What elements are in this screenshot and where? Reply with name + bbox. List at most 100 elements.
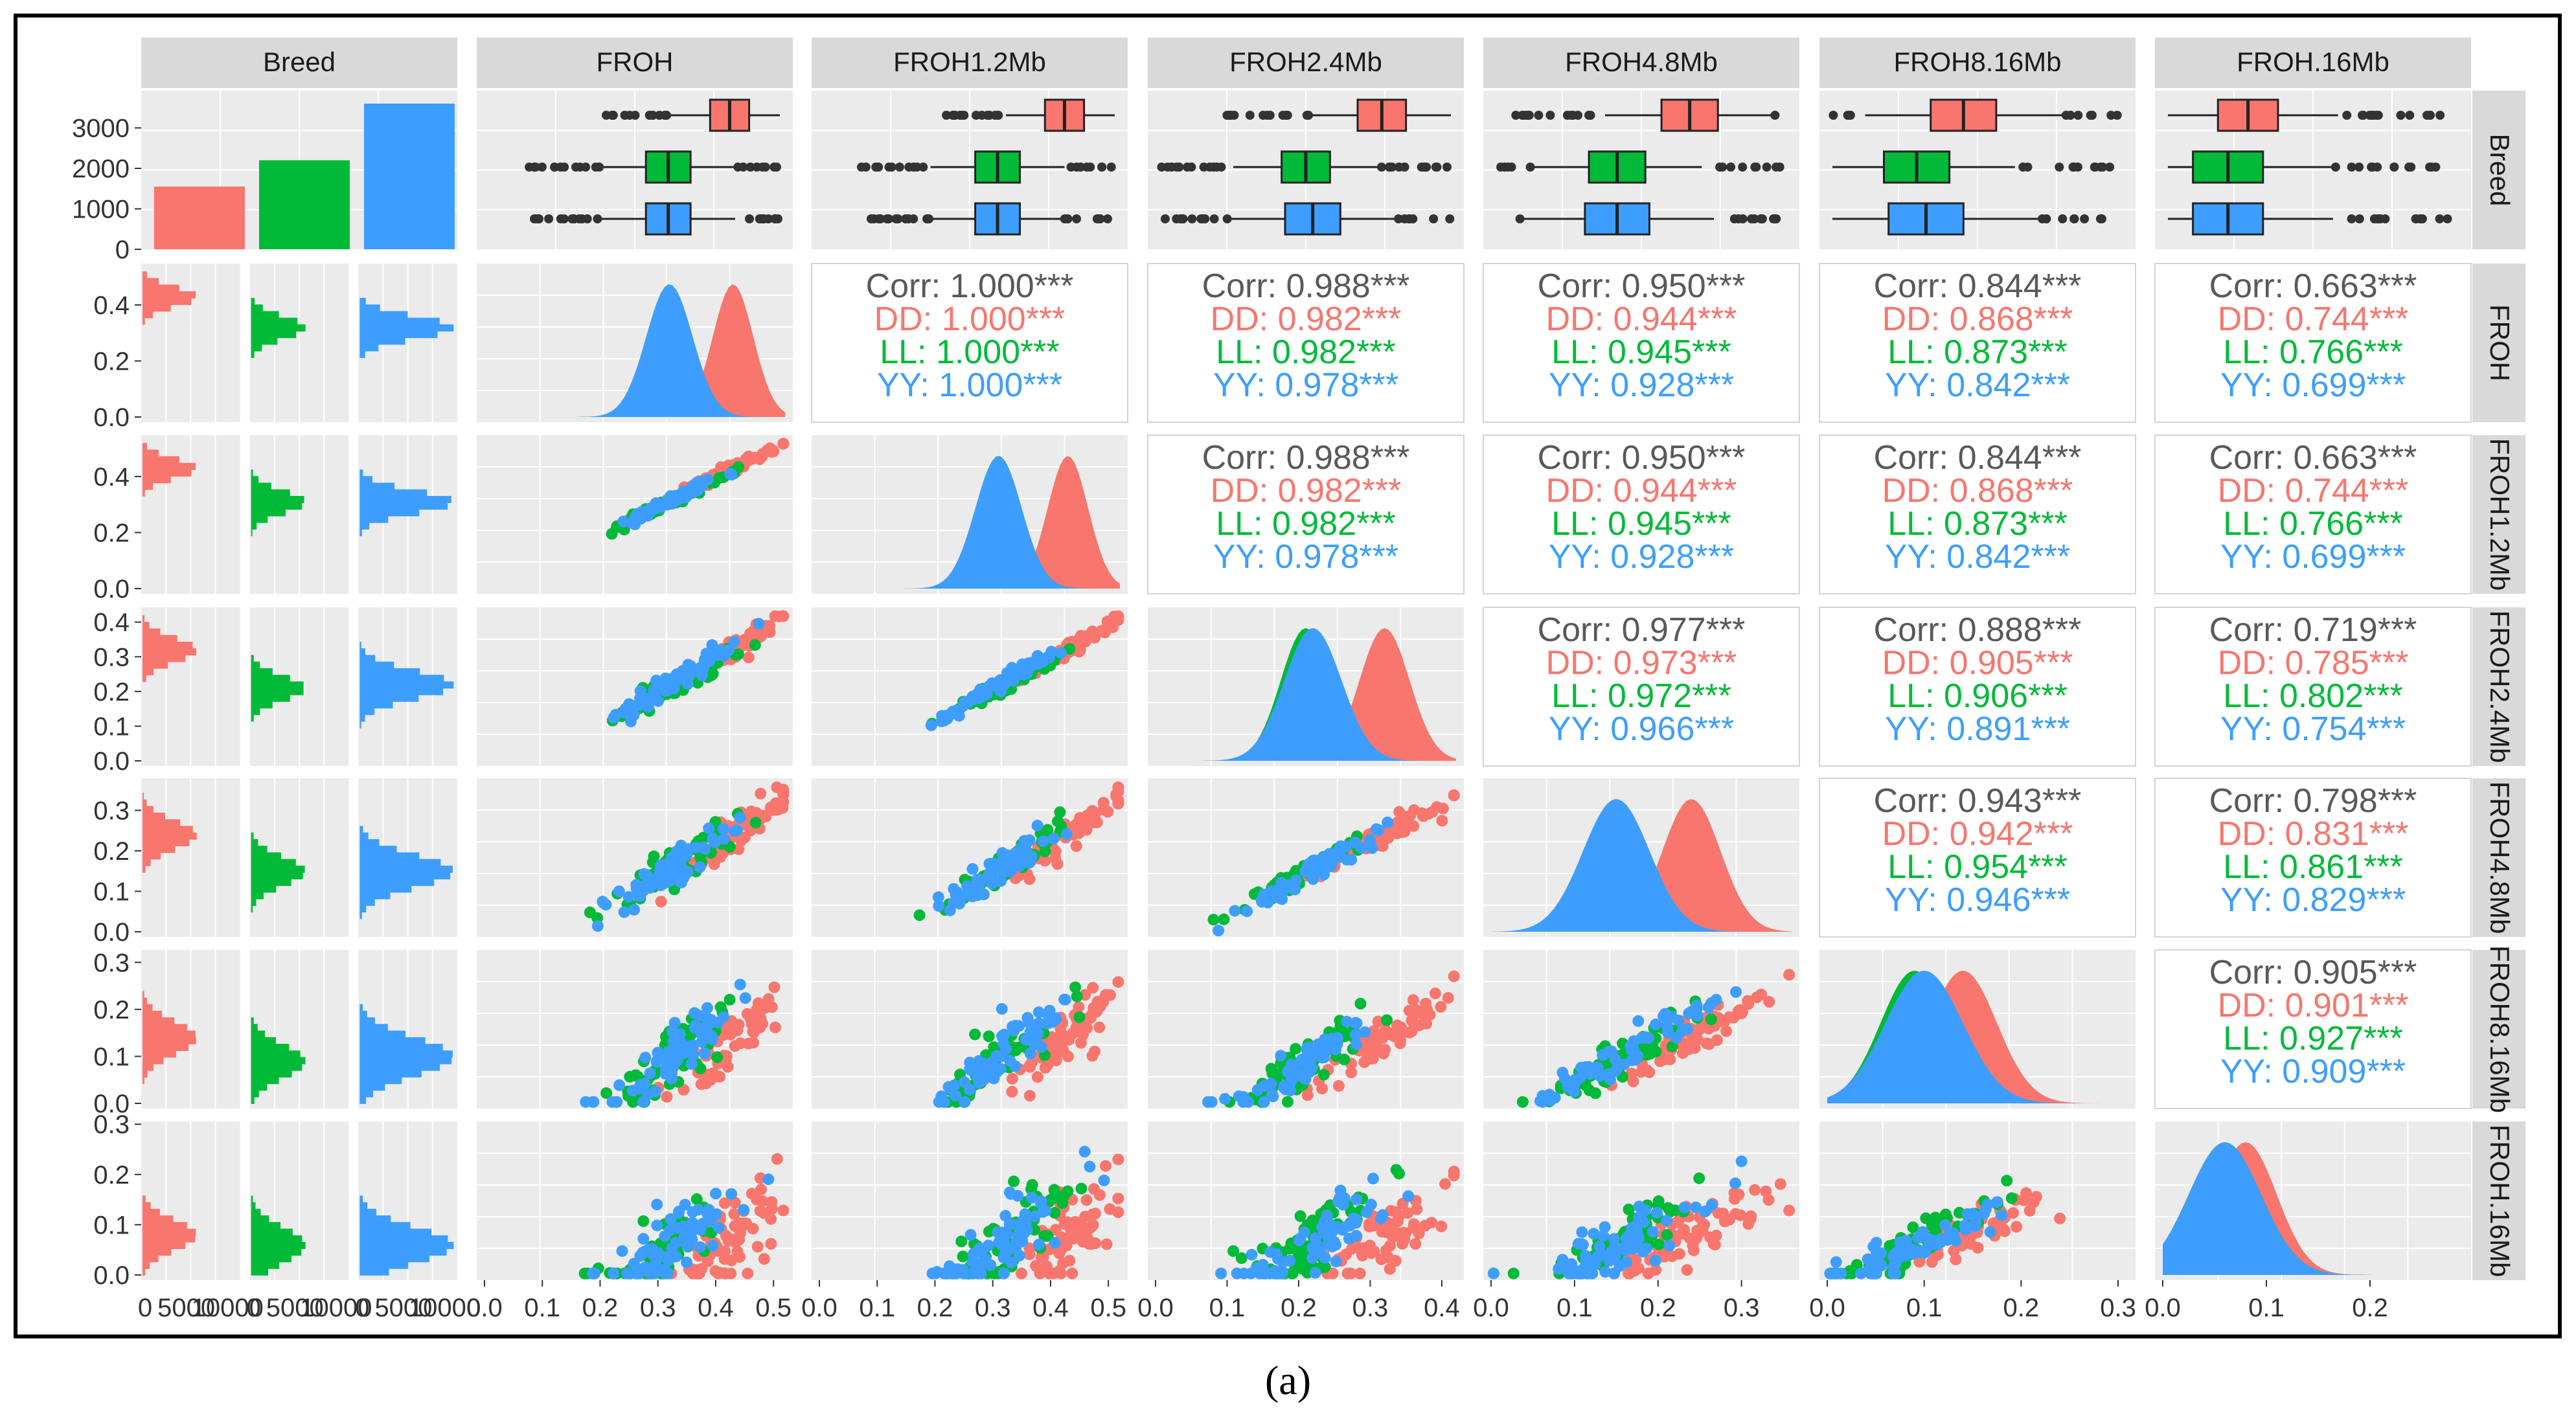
scatter-point-yy <box>996 1003 1008 1015</box>
scatter-point-dd <box>747 1223 759 1235</box>
scatter-point-yy <box>929 1267 942 1279</box>
scatter-point-ll <box>1926 1219 1938 1232</box>
scatter-point-yy <box>701 1002 713 1014</box>
row-strip-label: FROH <box>2485 304 2515 381</box>
correlation-text-dd: DD: 0.944*** <box>1546 472 1737 510</box>
histogram-bar-ll <box>251 1037 276 1044</box>
histogram-bar-yy <box>359 892 391 899</box>
boxplot-outlier <box>2435 111 2445 120</box>
scatter-point-dd <box>1373 1033 1385 1046</box>
histogram-bar-dd <box>142 846 176 853</box>
correlation-text-corr: Corr: 0.719*** <box>2209 611 2417 649</box>
scatter-point-dd <box>1689 1042 1701 1054</box>
y-tick-label: 0.2 <box>93 519 130 547</box>
scatter-point-yy <box>1084 1160 1096 1173</box>
correlation-panel <box>1483 263 1800 423</box>
boxplot-outlier <box>1160 214 1170 223</box>
scatter-point-dd <box>727 1234 740 1246</box>
scatter-point-dd <box>735 835 747 847</box>
scatter-point-yy <box>1639 1204 1652 1216</box>
histogram-bar-yy <box>359 469 363 477</box>
correlation-panel <box>2154 434 2472 594</box>
histogram-bar-ll <box>251 522 257 530</box>
scatter-point-dd <box>1301 1089 1314 1101</box>
scatter-point-dd <box>1420 1017 1432 1030</box>
histogram-bar-ll <box>251 324 306 332</box>
boxplot-outlier <box>884 163 894 172</box>
scatter-point-yy <box>1351 1193 1363 1206</box>
histogram-bar-ll <box>251 1268 268 1276</box>
boxplot-outlier <box>912 163 922 172</box>
scatter-point-yy <box>738 1204 750 1216</box>
boxplot-outlier <box>2347 214 2356 223</box>
scatter-point-yy <box>611 1096 623 1108</box>
scatter-point-ll <box>1073 1011 1086 1024</box>
y-tick-label: 0.0 <box>93 575 130 603</box>
scatter-point-dd <box>1112 1206 1124 1219</box>
scatter-point-dd <box>2007 1207 2020 1219</box>
x-tick-label: 0.0 <box>1473 1294 1509 1322</box>
scatter-point-dd <box>1442 992 1454 1004</box>
x-tick-label: 0.0 <box>466 1294 503 1322</box>
scatter-point-dd <box>758 1253 770 1265</box>
scatter-point-yy <box>1576 1226 1588 1238</box>
scatter-point-yy <box>1690 1201 1702 1213</box>
scatter-point-yy <box>1678 1201 1691 1213</box>
correlation-text-ll: LL: 0.982*** <box>1216 333 1396 371</box>
scatter-point-yy <box>652 695 665 707</box>
scatter-point-yy <box>679 491 691 504</box>
histogram-bar-ll <box>251 1222 280 1230</box>
column-strip-label: FROH1.2Mb <box>893 47 1046 77</box>
scatter-point-ll <box>1294 1210 1306 1223</box>
boxplot-outlier <box>1187 214 1197 223</box>
correlation-text-dd: DD: 0.831*** <box>2218 815 2409 853</box>
scatter-point-yy <box>1325 1036 1337 1048</box>
correlation-text-yy: YY: 0.978*** <box>1213 538 1398 576</box>
breed-bar-yy <box>364 104 455 249</box>
scatter-point-dd <box>1659 1053 1671 1065</box>
y-tick-label: 0.0 <box>93 403 130 432</box>
boxplot-outlier <box>1209 163 1218 172</box>
scatter-point-yy <box>1005 1188 1017 1200</box>
scatter-point-yy <box>1032 1239 1045 1251</box>
correlation-panel <box>1483 434 1800 594</box>
correlation-text-corr: Corr: 0.950*** <box>1538 439 1746 477</box>
scatter-point-yy <box>628 1257 640 1270</box>
scatter-point-dd <box>1043 1267 1055 1279</box>
scatter-point-yy <box>1322 1239 1334 1251</box>
scatter-point-ll <box>724 993 736 1006</box>
scatter-point-yy <box>688 483 700 495</box>
scatter-point-yy <box>696 670 709 682</box>
scatter-point-yy <box>676 665 689 677</box>
histogram-bar-dd <box>142 1208 160 1216</box>
boxplot-outlier <box>874 214 883 223</box>
column-strip-label: Breed <box>263 47 336 77</box>
scatter-point-yy <box>626 1085 639 1097</box>
scatter-point-yy <box>964 1083 976 1096</box>
scatter-point-dd <box>729 1220 741 1232</box>
scatter-point-yy <box>1318 1226 1330 1239</box>
correlation-text-corr: Corr: 0.988*** <box>1202 267 1410 305</box>
scatter-point-dd <box>1696 1221 1708 1234</box>
scatter-point-yy <box>972 879 984 891</box>
boxplot-outlier <box>1511 111 1521 120</box>
scatter-point-yy <box>986 877 998 890</box>
histogram-bar-dd <box>142 1248 172 1256</box>
histogram-bar-dd <box>142 1044 189 1052</box>
scatter-point-yy <box>718 833 730 845</box>
scatter-point-dd <box>728 1208 740 1220</box>
scatter-point-yy <box>690 841 702 853</box>
scatter-point-dd <box>771 781 783 793</box>
scatter-point-yy <box>608 1267 620 1279</box>
scatter-point-yy <box>707 832 719 844</box>
scatter-point-yy <box>1009 1060 1021 1072</box>
scatter-point-ll <box>1069 981 1082 993</box>
column-strip-label: FROH8.16Mb <box>1893 47 2061 77</box>
scatter-point-yy <box>1605 1246 1617 1258</box>
histogram-bar-yy <box>359 1077 402 1085</box>
scatter-point-yy <box>717 823 729 835</box>
scatter-point-ll <box>1507 1267 1520 1279</box>
scatter-point-yy <box>739 992 751 1004</box>
boxplot-outlier <box>1216 163 1226 172</box>
correlation-text-yy: YY: 0.909*** <box>2220 1053 2406 1090</box>
